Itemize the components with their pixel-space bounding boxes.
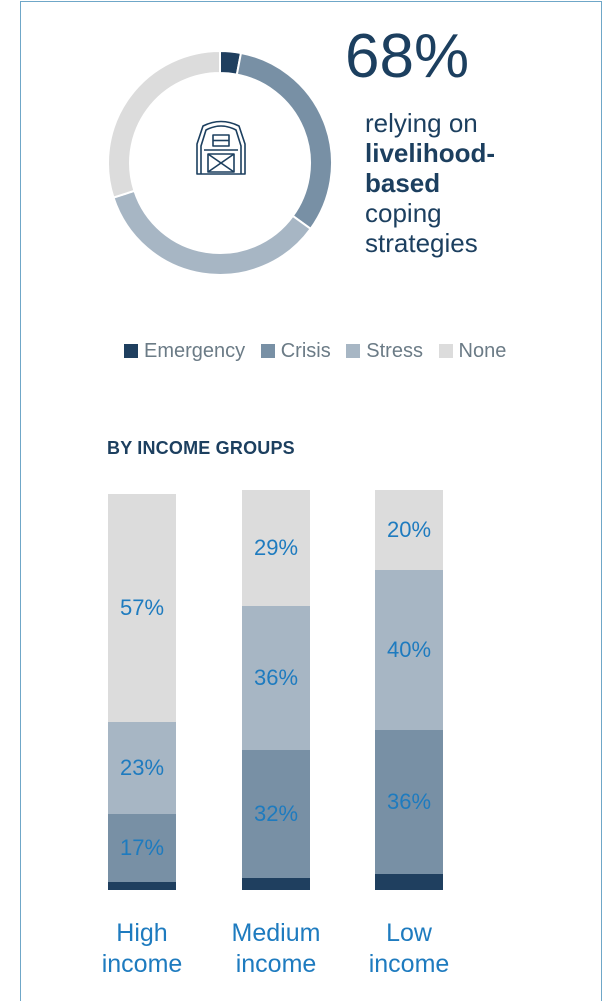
bar-segment-none — [242, 490, 310, 606]
bar-category-label-line: income — [101, 950, 183, 978]
donut-slice-stress — [112, 189, 313, 275]
bar-segment-none — [375, 490, 443, 570]
bar-value-label: 23% — [119, 755, 165, 780]
bar-category-label: High income — [72, 918, 212, 980]
headline-line2: coping — [365, 198, 442, 228]
bar-value-label: 36% — [386, 789, 432, 814]
bar-value-label: 36% — [253, 665, 299, 690]
headline-bold-line1: livelihood- — [365, 138, 495, 168]
legend-label-none: None — [458, 340, 507, 362]
headline-description: relying on livelihood- based coping stra… — [365, 108, 585, 258]
bar-segment-stress — [108, 722, 176, 814]
bar-segment-crisis — [375, 730, 443, 874]
bar-value-label: 17% — [119, 835, 165, 860]
donut-chart — [108, 51, 332, 275]
legend-item-stress: Stress — [346, 340, 423, 362]
legend-swatch-none — [438, 344, 453, 358]
headline-line3: strategies — [365, 228, 478, 258]
bar-value-label: 29% — [253, 535, 299, 560]
bar-category-label: Low income — [339, 918, 479, 980]
bar-segment-none — [108, 494, 176, 722]
legend-label-emergency: Emergency — [144, 340, 246, 362]
bar-segment-crisis — [108, 814, 176, 882]
barn-icon — [196, 120, 246, 175]
legend: Emergency Crisis Stress None — [124, 340, 516, 363]
bar-segment-crisis — [242, 750, 310, 878]
headline-percent: 68% — [345, 22, 470, 91]
donut-slice-none — [108, 51, 221, 199]
bar-category-label-line: income — [235, 950, 317, 978]
bar-value-label: 20% — [386, 517, 432, 542]
headline-bold-line2: based — [365, 168, 441, 198]
bar-segment-emergency — [242, 878, 310, 890]
bar-segment-stress — [242, 606, 310, 750]
bar-segment-stress — [375, 570, 443, 730]
legend-swatch-stress — [346, 344, 361, 358]
legend-swatch-emergency — [124, 344, 138, 358]
legend-item-none: None — [438, 340, 507, 362]
legend-swatch-crisis — [260, 344, 275, 358]
bar-value-label: 32% — [253, 801, 299, 826]
bar-category-label-line: Low — [386, 919, 432, 947]
legend-label-stress: Stress — [366, 340, 423, 362]
bar-segment-emergency — [108, 882, 176, 890]
bar-value-label: 57% — [119, 595, 165, 620]
bar-category-label-line: High — [116, 919, 168, 947]
bar-value-label: 40% — [386, 637, 432, 662]
section-title: BY INCOME GROUPS — [107, 438, 295, 458]
bar-category-label-line: Medium — [231, 919, 321, 947]
legend-label-crisis: Crisis — [280, 340, 331, 362]
legend-item-crisis: Crisis — [260, 340, 331, 362]
bar-category-label: Medium income — [206, 918, 346, 980]
bar-category-label-line: income — [368, 950, 450, 978]
headline-line1: relying on — [365, 108, 478, 138]
bar-segment-emergency — [375, 874, 443, 890]
legend-item-emergency: Emergency — [124, 340, 245, 362]
infographic-card — [20, 1, 602, 1001]
